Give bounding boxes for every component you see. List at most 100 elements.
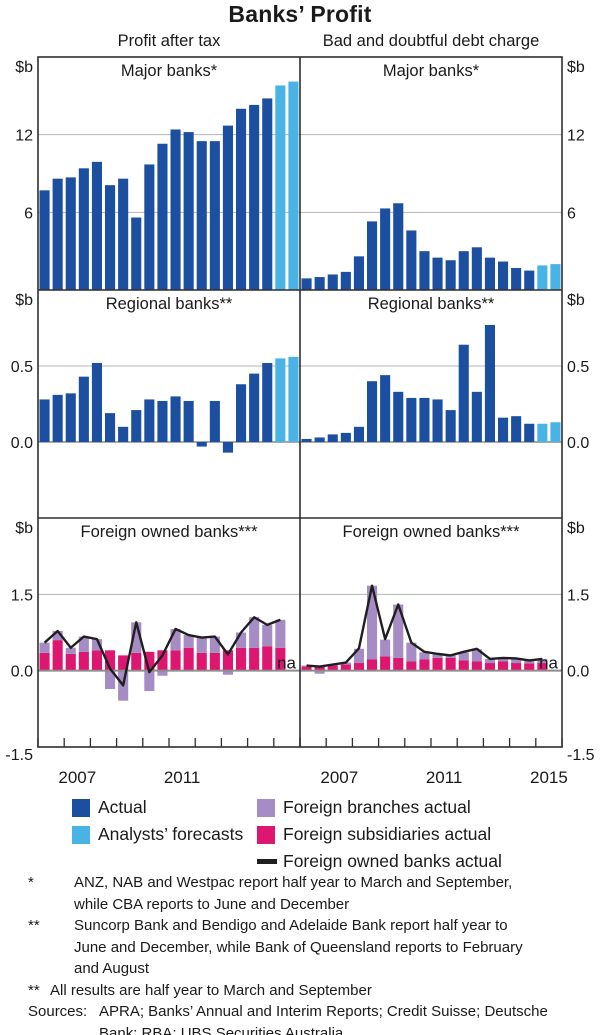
bar-actual (183, 400, 194, 442)
bar-actual (91, 362, 102, 442)
bar-actual (249, 373, 260, 442)
bar-subsidiaries (91, 650, 102, 671)
legend-item-foreign-total: Foreign owned banks actual (257, 848, 502, 875)
bar-subsidiaries (498, 661, 509, 671)
bar-actual (65, 177, 76, 290)
bar-actual (301, 438, 312, 442)
legend-item-subsidiaries: Foreign subsidiaries actual (257, 821, 502, 848)
panel-title-regional-banks-profit: Regional banks** (105, 295, 233, 313)
y-axis-tick-label: 0.0 (567, 435, 589, 452)
panel-title-foreign-banks-bdd: Foreign owned banks*** (342, 523, 520, 541)
bar-actual (118, 426, 129, 442)
y-axis-unit: $b (567, 59, 585, 76)
bar-actual (511, 416, 522, 442)
legend-item-actual: Actual (72, 794, 243, 821)
bar-actual (170, 129, 181, 290)
bar-actual (393, 391, 404, 442)
bar-actual (131, 217, 142, 290)
y-axis-unit: $b (15, 520, 33, 537)
bar-subsidiaries (340, 664, 351, 671)
bar-subsidiaries (118, 655, 129, 671)
bar-forecast (537, 423, 548, 442)
bar-branches (39, 642, 50, 653)
bar-actual (484, 324, 495, 442)
panel-title-major-banks-profit: Major banks* (120, 62, 218, 80)
bar-actual (236, 384, 247, 442)
bar-subsidiaries (78, 651, 89, 671)
legend-label: Analysts’ forecasts (98, 824, 244, 844)
y-axis-tick-label: 12 (15, 128, 33, 145)
y-axis-tick-label: 6 (567, 205, 576, 222)
bar-branches (314, 670, 325, 674)
bar-subsidiaries (52, 640, 63, 671)
bar-branches (380, 639, 391, 657)
bar-branches (183, 635, 194, 648)
bar-subsidiaries (537, 663, 548, 671)
bar-branches (511, 658, 522, 664)
bar-actual (52, 178, 63, 290)
chart-canvas: $b $b 6 6 12 12 $b $b 0.0 0.0 0.5 0.5 na 2007 2011 $b $b… (5, 56, 595, 787)
bar-actual (183, 132, 194, 290)
bar-subsidiaries (236, 647, 247, 671)
footnotes: * ANZ, NAB and Westpac report half year … (28, 872, 580, 1035)
footnote-marker: * (28, 874, 34, 891)
bar-subsidiaries (353, 663, 364, 671)
y-axis-tick-label: 0.0 (11, 664, 33, 681)
bar-actual (340, 271, 351, 290)
total-line (43, 616, 281, 687)
legend-item-forecasts: Analysts’ forecasts (72, 821, 243, 848)
column-header-profit: Profit after tax (117, 32, 221, 50)
legend-column-left: Actual Analysts’ forecasts (72, 794, 243, 848)
x-axis-label: 2011 (164, 768, 201, 787)
panel-title-regional-banks-bdd: Regional banks** (367, 295, 495, 313)
bar-actual (380, 208, 391, 290)
bar-subsidiaries (327, 665, 338, 671)
forecast-swatch-icon (72, 825, 90, 844)
bar-subsidiaries (419, 659, 430, 671)
bar-subsidiaries (445, 657, 456, 671)
y-axis-tick-label: 1.5 (567, 587, 589, 604)
bar-actual (105, 413, 116, 442)
bar-branches (353, 648, 364, 664)
bar-subsidiaries (249, 647, 260, 671)
y-axis-unit: $b (567, 520, 585, 537)
y-axis-tick-label: -1.5 (567, 747, 595, 764)
bar-subsidiaries (183, 647, 194, 671)
bar-actual (249, 104, 260, 291)
bar-actual (380, 375, 391, 442)
bar-actual (524, 423, 535, 442)
bar-branches (367, 585, 378, 660)
bar-forecast (537, 265, 548, 290)
bar-actual (131, 410, 142, 442)
bar-branches (524, 660, 535, 664)
bar-actual (209, 141, 220, 290)
bar-actual (445, 410, 456, 442)
bar-actual (118, 178, 129, 290)
legend-label: Foreign subsidiaries actual (283, 824, 492, 844)
bar-subsidiaries (196, 652, 207, 671)
bar-actual (327, 274, 338, 290)
footnote-1: * ANZ, NAB and Westpac report half year … (28, 872, 580, 915)
bar-actual (419, 397, 430, 442)
y-axis-tick-label: 0.5 (567, 359, 589, 376)
bar-actual (314, 277, 325, 290)
bar-branches (131, 622, 142, 653)
y-axis-tick-label: 0.0 (567, 664, 589, 681)
bar-actual (314, 437, 325, 442)
bar-subsidiaries (471, 661, 482, 671)
bar-actual (498, 417, 509, 442)
y-axis-unit: $b (567, 292, 585, 309)
x-axis-label: 2015 (530, 768, 568, 787)
y-axis-tick-label: 0.5 (11, 359, 33, 376)
y-axis-unit: $b (15, 59, 33, 76)
subsidiaries-swatch-icon (257, 825, 275, 844)
bar-branches (170, 628, 181, 651)
bar-actual (367, 381, 378, 442)
bar-actual (353, 256, 364, 290)
legend-label: Foreign owned banks actual (283, 851, 502, 871)
bar-branches (445, 655, 456, 658)
bar-actual (484, 257, 495, 290)
bar-actual (222, 125, 233, 290)
footnote-text: ANZ, NAB and Westpac report half year to… (74, 874, 513, 913)
